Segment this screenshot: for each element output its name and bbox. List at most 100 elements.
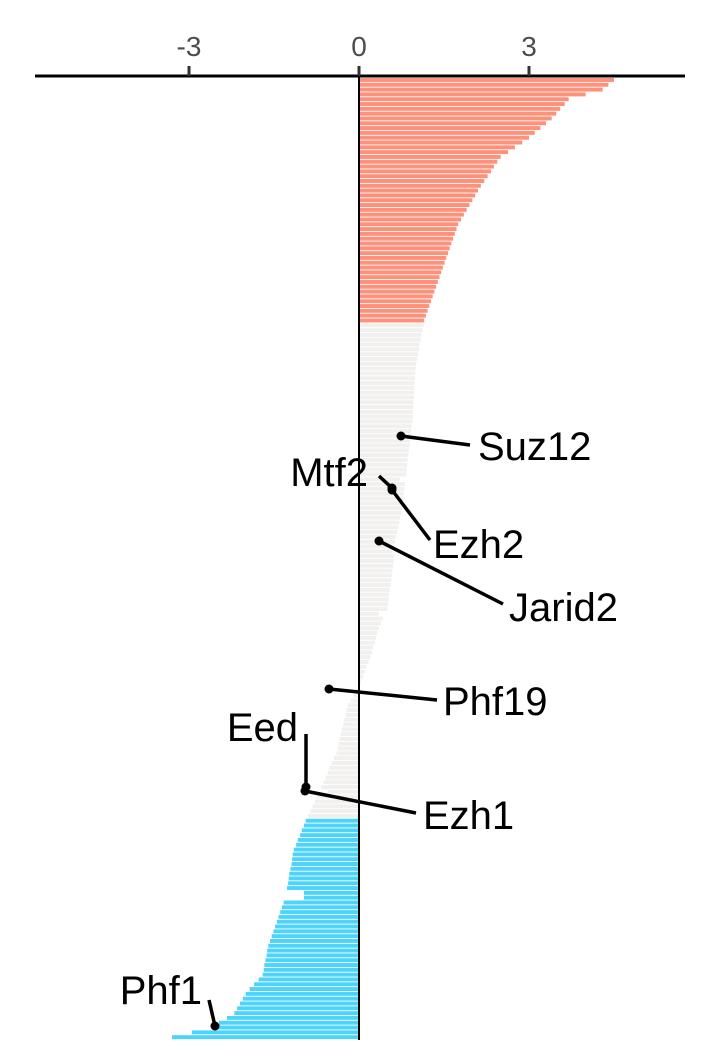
- bar: [359, 448, 409, 453]
- bar: [359, 501, 403, 506]
- gene-label-phf1: Phf1: [120, 969, 202, 1013]
- bar: [359, 227, 457, 232]
- bar: [359, 179, 485, 183]
- bar: [264, 963, 359, 967]
- bar: [359, 635, 376, 640]
- bar: [359, 409, 413, 414]
- gene-point-jarid2: [374, 536, 384, 546]
- bar: [359, 313, 426, 318]
- bar: [359, 366, 416, 371]
- bar: [359, 260, 445, 265]
- bar: [239, 1001, 359, 1006]
- bar: [359, 419, 413, 424]
- bar: [280, 910, 359, 915]
- bar: [291, 862, 359, 866]
- bar: [347, 703, 359, 708]
- bar: [359, 323, 424, 328]
- bar: [296, 842, 359, 847]
- bar: [359, 554, 395, 559]
- bar: [359, 299, 431, 304]
- bar: [226, 1015, 359, 1020]
- bar: [359, 573, 392, 578]
- bar: [359, 376, 416, 381]
- bar: [359, 198, 473, 203]
- bar: [359, 486, 405, 491]
- bar: [265, 958, 359, 963]
- bar: [359, 597, 389, 602]
- bar: [359, 116, 552, 121]
- bar: [258, 977, 359, 982]
- bar: [327, 789, 359, 794]
- gene-point-phf1: [210, 1021, 220, 1031]
- bar: [271, 934, 359, 939]
- bar: [359, 424, 412, 429]
- bar: [359, 145, 515, 150]
- bar: [359, 87, 603, 92]
- bar: [359, 525, 399, 530]
- bar: [359, 669, 365, 674]
- leader-line-ezh1: [304, 789, 417, 815]
- leader-line-jarid2: [378, 539, 504, 606]
- bar: [359, 405, 414, 410]
- bar: [359, 477, 400, 482]
- bar: [304, 890, 359, 895]
- bar: [359, 544, 393, 549]
- bar: [359, 482, 405, 486]
- bar: [359, 381, 415, 385]
- bar: [359, 655, 371, 660]
- bar: [359, 246, 450, 251]
- bar: [359, 280, 438, 284]
- bar: [300, 833, 359, 838]
- bar: [359, 438, 410, 443]
- bar: [359, 342, 420, 347]
- bar: [359, 255, 447, 260]
- bar: [359, 443, 410, 448]
- bar: [293, 847, 359, 852]
- bar: [359, 583, 391, 587]
- bar: [359, 289, 435, 294]
- bar: [359, 337, 421, 342]
- bar: [359, 275, 440, 280]
- bar: [359, 174, 488, 179]
- bar: [359, 78, 615, 82]
- bar: [359, 515, 401, 520]
- bar: [331, 761, 359, 765]
- bar: [305, 818, 359, 823]
- bar: [263, 967, 359, 972]
- bar: [359, 97, 569, 102]
- bar: [359, 650, 373, 655]
- bar: [359, 188, 479, 193]
- bar: [359, 631, 378, 636]
- bar: [268, 943, 359, 948]
- bar: [219, 1020, 359, 1025]
- bar: [359, 183, 481, 188]
- bar: [359, 212, 464, 217]
- gene-label-phf19: Phf19: [443, 680, 548, 724]
- bar: [359, 429, 412, 434]
- bar: [359, 587, 390, 592]
- bar: [359, 568, 393, 573]
- bar: [359, 506, 403, 511]
- bar: [301, 828, 359, 833]
- bar: [359, 154, 501, 159]
- bar: [359, 328, 423, 333]
- bar: [343, 722, 359, 727]
- bar: [359, 457, 408, 462]
- bar: [359, 231, 455, 236]
- bar: [359, 356, 418, 361]
- bar: [359, 664, 367, 669]
- bar: [359, 126, 541, 131]
- bar: [359, 92, 586, 97]
- bar: [245, 991, 359, 996]
- bar: [275, 924, 359, 929]
- bar: [242, 996, 359, 1001]
- bar: [297, 837, 359, 842]
- bar: [359, 674, 363, 679]
- bar: [254, 982, 359, 987]
- bar: [359, 395, 414, 400]
- leader-line-ezh2: [390, 488, 432, 542]
- bar: [359, 390, 414, 395]
- bar: [359, 371, 416, 376]
- bar: [353, 693, 359, 698]
